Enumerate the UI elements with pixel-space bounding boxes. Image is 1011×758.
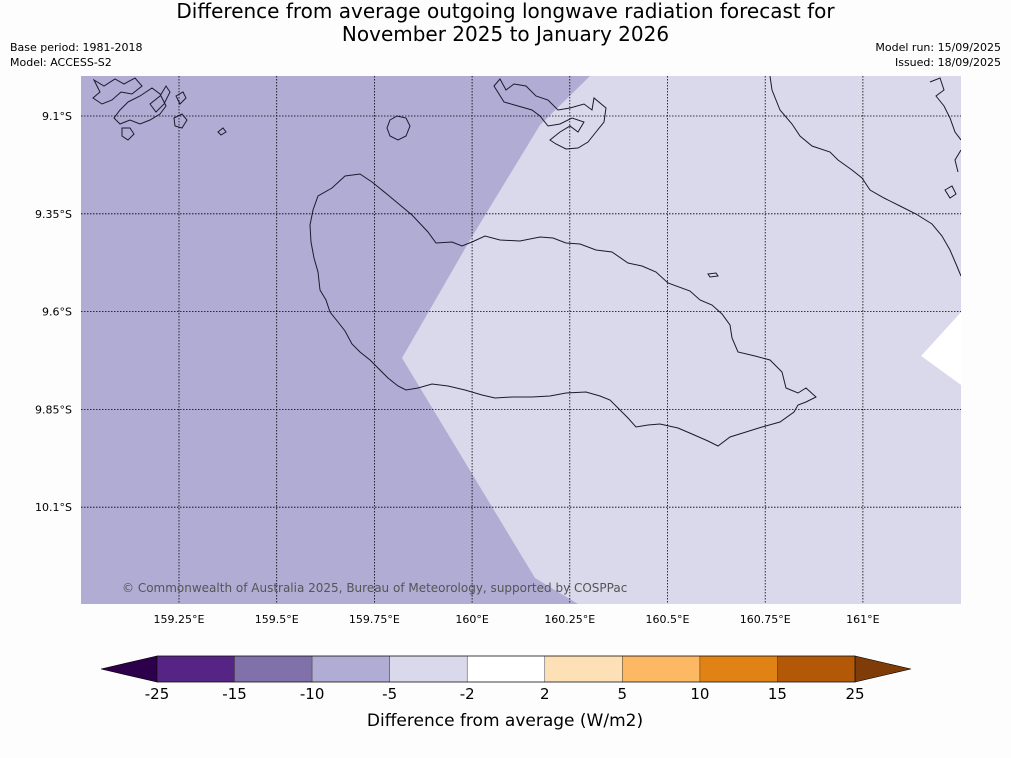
colorbar-swatch <box>622 655 701 683</box>
longitude-tick-label: 159.25°E <box>154 613 205 626</box>
colorbar-tick-label: 2 <box>540 685 550 703</box>
latitude-tick-label: 9.1°S <box>42 110 72 123</box>
colorbar-tick-label: -15 <box>222 685 247 703</box>
colorbar-tick-label: -5 <box>382 685 397 703</box>
colorbar-tick-label: -2 <box>460 685 475 703</box>
latitude-tick-label: 9.85°S <box>35 403 72 416</box>
base-period-text: Base period: 1981-2018 <box>10 41 143 54</box>
longitude-tick-label: 160.25°E <box>544 613 595 626</box>
colorbar-tick-label: -25 <box>145 685 170 703</box>
axis-tick-labels: 159.25°E 159.5°E 159.75°E 160°E 160.25°E 160.… <box>35 110 880 626</box>
longitude-tick-label: 159.75°E <box>349 613 400 626</box>
colorbar-tick-label: 5 <box>618 685 628 703</box>
coastline-nggela-islands <box>92 77 227 141</box>
latitude-tick-label: 10.1°S <box>35 501 72 514</box>
colorbar-swatch <box>544 655 623 683</box>
longitude-tick-label: 160.5°E <box>646 613 690 626</box>
anomaly-region-minus5-minus2 <box>402 76 961 604</box>
map-panel <box>81 76 961 604</box>
map-title: Difference from average outgoing longwav… <box>0 0 1011 46</box>
model-run-text: Model run: 15/09/2025 <box>875 41 1001 54</box>
copyright-notice: © Commonwealth of Australia 2025, Bureau… <box>122 581 627 595</box>
latitude-tick-label: 9.35°S <box>35 208 72 221</box>
longitude-tick-label: 160.75°E <box>740 613 791 626</box>
coastline-savo-island <box>386 115 411 141</box>
title-line-1: Difference from average outgoing longwav… <box>176 0 835 23</box>
longitude-tick-label: 160°E <box>455 613 488 626</box>
title-line-2: November 2025 to January 2026 <box>341 22 670 46</box>
run-info-right: Model run: 15/09/2025 Issued: 18/09/2025 <box>875 40 1001 70</box>
colorbar-swatch <box>777 655 856 683</box>
latitude-tick-label: 9.6°S <box>42 306 72 319</box>
colorbar-swatch <box>234 655 313 683</box>
anomaly-region-minus2-2 <box>921 312 961 385</box>
run-info-left: Base period: 1981-2018 Model: ACCESS-S2 <box>10 40 142 70</box>
colorbar-frame <box>156 655 856 683</box>
coastline-malaita <box>769 76 961 277</box>
colorbar-swatch <box>156 655 235 683</box>
coastline-malaita-north <box>929 77 961 199</box>
colorbar-tick-label: -10 <box>300 685 325 703</box>
colorbar-over-arrow <box>854 655 912 683</box>
longitude-tick-label: 161°E <box>846 613 879 626</box>
colorbar-swatch <box>311 655 390 683</box>
colorbar-under-arrow <box>100 655 158 683</box>
coastline-small-islet <box>707 272 719 278</box>
colorbar-tick-label: 10 <box>690 685 709 703</box>
colorbar-tick-label: 15 <box>768 685 787 703</box>
graticule <box>81 76 961 604</box>
colorbar-tick-label: 25 <box>845 685 864 703</box>
coastline-guadalcanal <box>309 173 817 447</box>
colorbar-title: Difference from average (W/m2) <box>367 711 643 731</box>
colorbar-swatch <box>389 655 468 683</box>
colorbar: -25 -15 -10 -5 -2 2 5 10 15 25 <box>100 655 912 703</box>
coastlines <box>92 76 961 447</box>
longitude-tick-label: 159.5°E <box>255 613 299 626</box>
colorbar-swatch <box>699 655 778 683</box>
model-text: Model: ACCESS-S2 <box>10 56 112 69</box>
issued-text: Issued: 18/09/2025 <box>894 56 1001 69</box>
coastline-florida-east <box>493 78 607 150</box>
colorbar-swatch <box>466 655 546 683</box>
